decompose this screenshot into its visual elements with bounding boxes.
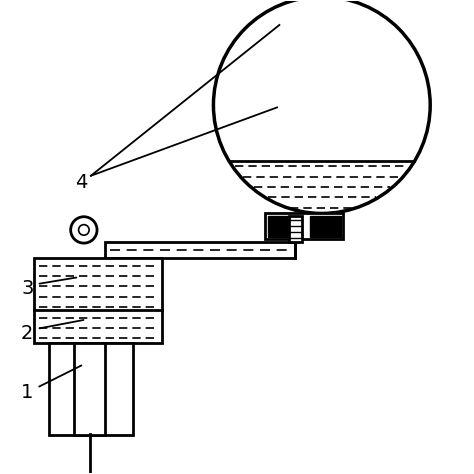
Bar	[48, 343, 133, 435]
Bar	[74, 343, 105, 435]
Bar	[310, 216, 341, 237]
Bar	[265, 213, 343, 239]
Circle shape	[71, 217, 97, 243]
Text: 2: 2	[21, 324, 34, 343]
Text: 1: 1	[21, 383, 34, 402]
Bar	[268, 216, 298, 237]
Text: 3: 3	[21, 279, 34, 298]
Bar	[105, 242, 295, 258]
Circle shape	[79, 225, 89, 235]
Bar	[35, 258, 162, 343]
Text: 4: 4	[75, 173, 88, 192]
Circle shape	[213, 0, 430, 213]
Bar	[289, 216, 302, 242]
